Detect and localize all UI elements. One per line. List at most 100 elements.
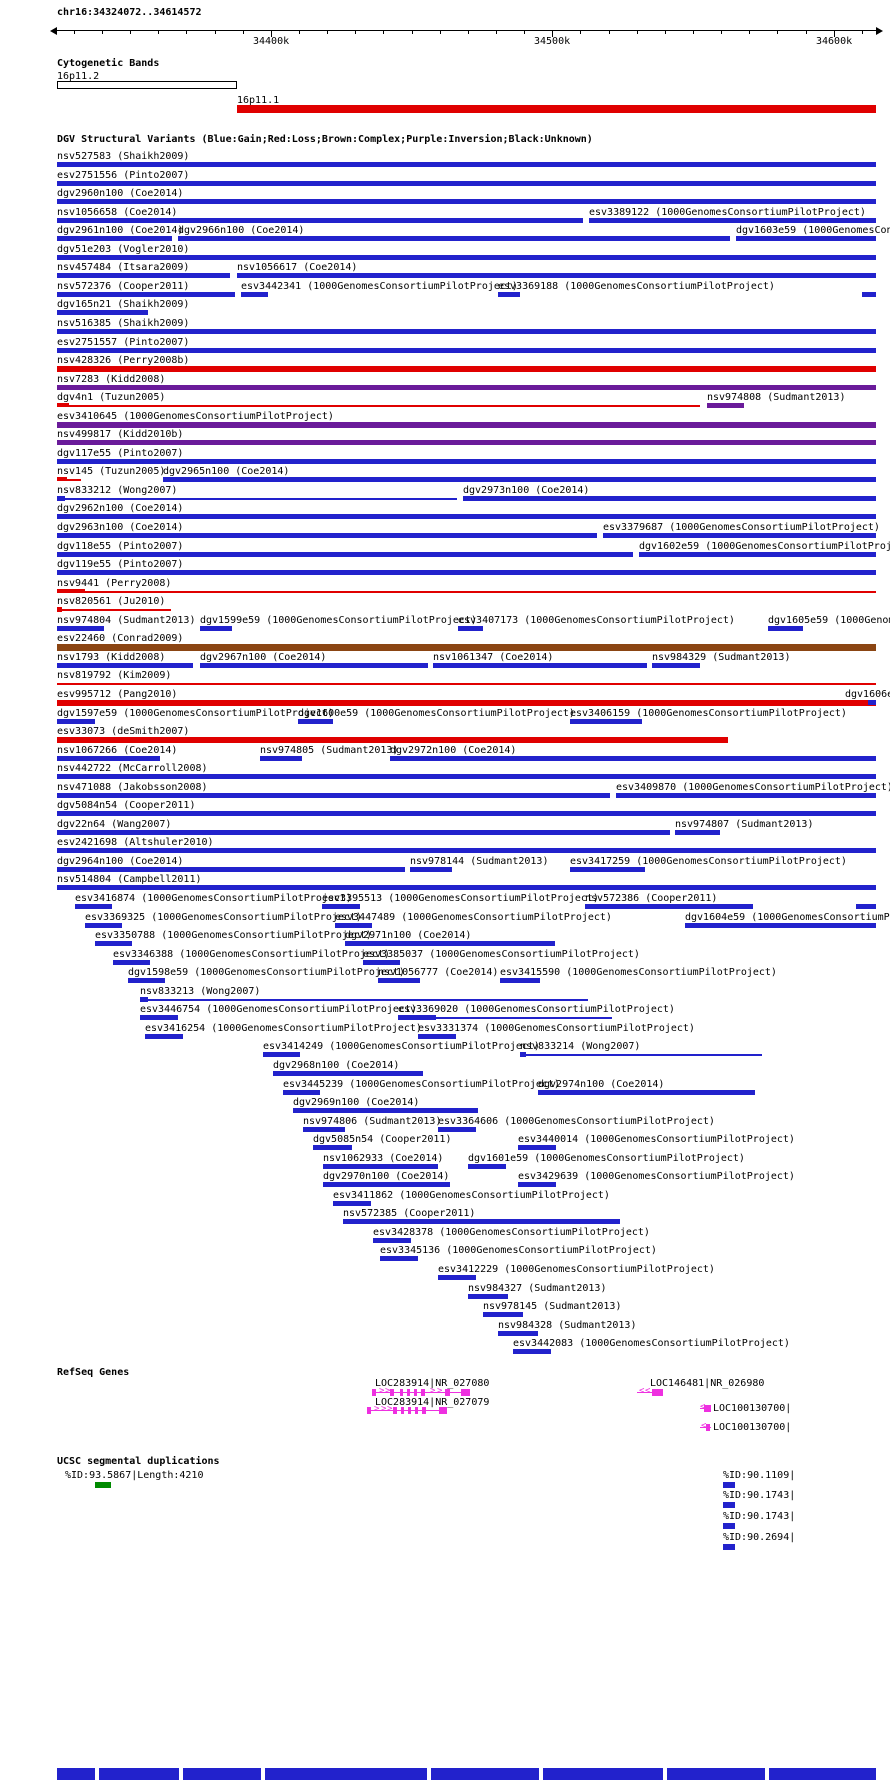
variant-label[interactable]: nsv471088 (Jakobsson2008) — [57, 781, 208, 793]
variant-bar[interactable] — [398, 1015, 436, 1021]
gene-exon[interactable] — [367, 1407, 371, 1414]
gene-exon[interactable] — [415, 1407, 418, 1414]
dup-strip-segment[interactable] — [667, 1768, 765, 1780]
gene-label[interactable]: LOC146481|NR_026980 — [650, 1378, 765, 1389]
variant-bar[interactable] — [57, 533, 597, 538]
gene-exon[interactable] — [390, 1389, 394, 1396]
variant-bar[interactable] — [468, 1293, 508, 1299]
variant-label[interactable]: nsv514804 (Campbell2011) — [57, 874, 202, 886]
variant-label[interactable]: esv3406159 (1000GenomesConsortiumPilotPr… — [570, 707, 847, 719]
variant-label[interactable]: esv3415590 (1000GenomesConsortiumPilotPr… — [500, 967, 777, 979]
variant-bar[interactable] — [57, 829, 670, 835]
variant-bar[interactable] — [57, 514, 876, 520]
variant-bar[interactable] — [500, 978, 540, 984]
variant-label[interactable]: dgv2966n100 (Coe2014) — [178, 225, 305, 237]
variant-label[interactable]: dgv4n1 (Tuzun2005) — [57, 392, 166, 404]
variant-bar[interactable] — [736, 236, 876, 242]
dup-strip-segment[interactable] — [183, 1768, 261, 1780]
variant-label[interactable]: nsv833212 (Wong2007) — [57, 484, 178, 496]
gene-label[interactable]: LOC283914|NR_027080 — [375, 1378, 490, 1389]
variant-label[interactable]: esv3385037 (1000GenomesConsortiumPilotPr… — [363, 948, 640, 960]
variant-label[interactable]: esv33073 (deSmith2007) — [57, 726, 190, 738]
variant-label[interactable]: nsv819792 (Kim2009) — [57, 670, 172, 682]
variant-label[interactable]: dgv119e55 (Pinto2007) — [57, 559, 184, 571]
variant-bar[interactable] — [57, 310, 148, 316]
variant-label[interactable]: esv3409870 (1000GenomesConsortiumPilotPr… — [616, 781, 890, 793]
variant-label[interactable]: dgv2964n100 (Coe2014) — [57, 855, 184, 867]
variant-bar[interactable] — [241, 291, 268, 297]
variant-bar[interactable] — [57, 683, 876, 686]
variant-bar[interactable] — [57, 273, 230, 279]
variant-bar[interactable] — [57, 254, 876, 260]
variant-bar[interactable] — [335, 922, 372, 928]
gene-exon[interactable] — [704, 1405, 711, 1412]
variant-bar[interactable] — [57, 718, 95, 724]
variant-label[interactable]: dgv2970n100 (Coe2014) — [323, 1171, 450, 1183]
variant-bar[interactable] — [57, 570, 876, 576]
variant-label[interactable]: esv2421698 (Altshuler2010) — [57, 837, 214, 849]
variant-label[interactable]: dgv1604e59 (1000GenomesConsortiumPilotPr… — [685, 911, 890, 923]
variant-label[interactable]: dgv165n21 (Shaikh2009) — [57, 299, 190, 311]
variant-label[interactable]: esv22460 (Conrad2009) — [57, 633, 184, 645]
variant-label[interactable]: dgv1601e59 (1000GenomesConsortiumPilotPr… — [468, 1152, 745, 1164]
variant-bar[interactable] — [373, 1237, 411, 1243]
gene-label[interactable]: LOC100130700| — [713, 1403, 792, 1414]
variant-bar[interactable] — [57, 737, 728, 744]
variant-label[interactable]: dgv2960n100 (Coe2014) — [57, 188, 184, 200]
variant-label[interactable]: dgv2974n100 (Coe2014) — [538, 1078, 665, 1090]
variant-bar[interactable] — [856, 904, 876, 909]
gene-exon[interactable] — [439, 1407, 447, 1414]
variant-label[interactable]: dgv117e55 (Pinto2007) — [57, 447, 184, 459]
variant-bar[interactable] — [57, 217, 583, 223]
variant-bar[interactable] — [237, 273, 876, 279]
variant-bar[interactable] — [140, 1015, 178, 1021]
dup-strip-segment[interactable] — [99, 1768, 179, 1780]
variant-bar[interactable] — [378, 978, 420, 984]
variant-bar[interactable] — [75, 904, 112, 909]
variant-label[interactable]: dgv1603e59 (1000GenomesConsortiumPilotPr… — [736, 225, 890, 237]
gene-line[interactable] — [367, 1410, 447, 1411]
variant-bar[interactable] — [62, 609, 171, 612]
variant-bar[interactable] — [323, 1182, 450, 1188]
gene-exon[interactable] — [407, 1389, 410, 1396]
variant-label[interactable]: esv3395513 (1000GenomesConsortiumPilotPr… — [322, 893, 599, 904]
gene-exon[interactable] — [372, 1389, 376, 1396]
variant-bar[interactable] — [200, 662, 428, 668]
variant-bar[interactable] — [57, 811, 876, 817]
variant-label[interactable]: dgv1599e59 (1000GenomesConsortiumPilotPr… — [200, 614, 477, 626]
variant-label[interactable]: nsv974808 (Sudmant2013) — [707, 392, 846, 404]
variant-label[interactable]: esv3416254 (1000GenomesConsortiumPilotPr… — [145, 1022, 422, 1034]
variant-bar[interactable] — [298, 718, 333, 724]
variant-bar[interactable] — [128, 978, 165, 984]
variant-bar[interactable] — [458, 625, 483, 631]
variant-bar[interactable] — [463, 495, 876, 501]
variant-bar[interactable] — [57, 625, 104, 631]
variant-label[interactable]: dgv5084n54 (Cooper2011) — [57, 800, 196, 812]
variant-label[interactable]: dgv1597e59 (1000GenomesConsortiumPilotPr… — [57, 707, 334, 719]
variant-bar[interactable] — [57, 495, 65, 501]
variant-bar[interactable] — [410, 866, 452, 872]
variant-bar[interactable] — [380, 1256, 418, 1262]
variant-bar[interactable] — [768, 625, 803, 631]
variant-bar[interactable] — [313, 1145, 352, 1151]
variant-bar[interactable] — [57, 792, 610, 798]
variant-label[interactable]: nsv1061347 (Coe2014) — [433, 651, 554, 663]
variant-label[interactable]: nsv1067266 (Coe2014) — [57, 744, 178, 756]
variant-label[interactable]: nsv442722 (McCarroll2008) — [57, 763, 208, 775]
variant-label[interactable]: nsv428326 (Perry2008b) — [57, 355, 190, 367]
segdup-bar[interactable] — [723, 1544, 735, 1550]
variant-label[interactable]: nsv527583 (Shaikh2009) — [57, 151, 190, 162]
variant-label[interactable]: nsv974804 (Sudmant2013) — [57, 614, 196, 626]
variant-label[interactable]: esv3445239 (1000GenomesConsortiumPilotPr… — [283, 1078, 560, 1090]
variant-bar[interactable] — [438, 1126, 476, 1132]
variant-bar[interactable] — [345, 941, 555, 947]
variant-bar[interactable] — [69, 405, 700, 408]
variant-bar[interactable] — [498, 1330, 538, 1336]
variant-label[interactable]: nsv833214 (Wong2007) — [520, 1041, 641, 1053]
variant-label[interactable]: nsv978144 (Sudmant2013) — [410, 855, 549, 867]
variant-label[interactable]: nsv145 (Tuzun2005) — [57, 466, 166, 478]
variant-bar[interactable] — [518, 1182, 556, 1188]
variant-label[interactable]: nsv974806 (Sudmant2013) — [303, 1115, 442, 1127]
segdup-bar[interactable] — [95, 1482, 111, 1488]
variant-label[interactable]: nsv1056617 (Coe2014) — [237, 262, 358, 274]
